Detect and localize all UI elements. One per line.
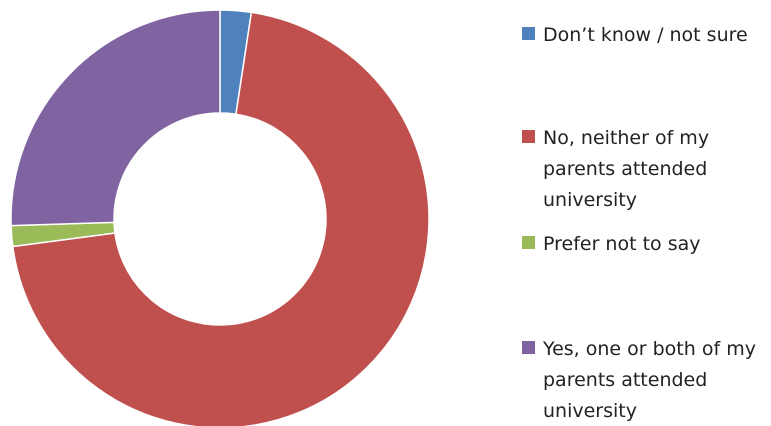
donut-chart xyxy=(10,9,430,426)
legend: Don’t know / not sure No, neither of my … xyxy=(522,0,771,426)
legend-swatch-dont-know xyxy=(522,27,535,40)
legend-swatch-yes-one-or-both xyxy=(522,341,535,354)
legend-swatch-prefer-not xyxy=(522,236,535,249)
legend-item-yes-one-or-both: Yes, one or both of my parents attended … xyxy=(522,334,771,426)
legend-label-yes-one-or-both: Yes, one or both of my parents attended … xyxy=(543,338,756,422)
legend-item-prefer-not: Prefer not to say xyxy=(522,229,771,260)
legend-label-no-neither: No, neither of my parents attended unive… xyxy=(543,127,710,211)
donut-slice-yes-one-or-both xyxy=(10,9,221,227)
donut-slice-no-neither xyxy=(11,11,430,426)
legend-label-prefer-not: Prefer not to say xyxy=(543,233,701,255)
legend-item-no-neither: No, neither of my parents attended unive… xyxy=(522,123,771,216)
legend-label-dont-know: Don’t know / not sure xyxy=(543,24,748,46)
legend-swatch-no-neither xyxy=(522,130,535,143)
legend-item-dont-know: Don’t know / not sure xyxy=(522,20,771,51)
